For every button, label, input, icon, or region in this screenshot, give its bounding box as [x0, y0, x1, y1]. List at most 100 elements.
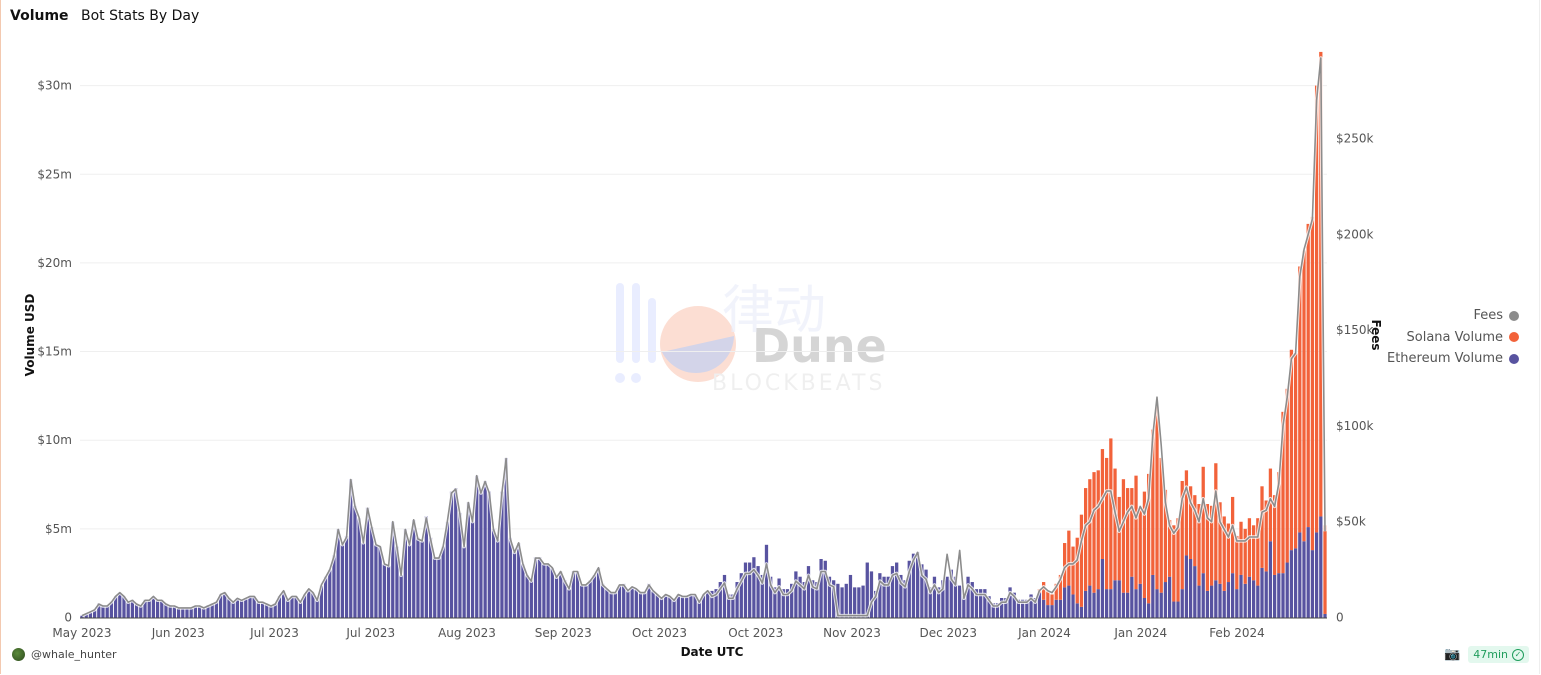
ethereum-volume-bar	[118, 592, 122, 618]
author-link[interactable]: @whale_hunter	[12, 648, 117, 661]
ethereum-volume-bar	[701, 594, 706, 618]
ethereum-volume-bar	[470, 521, 475, 618]
solana-volume-bar	[1218, 502, 1222, 584]
ethereum-volume-bar	[445, 521, 449, 618]
ethereum-volume-bar	[433, 557, 437, 618]
ethereum-volume-bar	[302, 594, 307, 618]
ethereum-volume-bar	[147, 599, 151, 618]
ethereum-volume-bar	[1285, 562, 1289, 618]
ethereum-volume-bar	[1188, 558, 1193, 618]
ethereum-volume-bar	[386, 566, 391, 618]
ethereum-volume-bar	[323, 576, 328, 618]
ethereum-volume-bar	[974, 589, 979, 618]
ethereum-volume-bar	[428, 537, 433, 618]
ethereum-volume-bar	[88, 612, 93, 618]
ethereum-volume-bar	[1037, 592, 1042, 618]
ethereum-volume-bar	[777, 578, 781, 618]
ethereum-volume-bar	[1134, 589, 1138, 618]
ethereum-volume-bar	[475, 475, 479, 618]
ethereum-volume-bar	[819, 558, 823, 618]
ethereum-volume-bar	[1033, 597, 1037, 618]
ethereum-volume-bar	[521, 564, 525, 618]
ethereum-volume-bar	[676, 594, 680, 618]
ethereum-volume-bar	[1172, 601, 1176, 618]
ethereum-volume-bar	[823, 560, 827, 618]
ethereum-volume-bar	[290, 596, 294, 618]
ethereum-volume-bar	[1260, 567, 1264, 618]
solana-volume-bar	[1272, 495, 1277, 575]
ethereum-volume-bar	[424, 516, 428, 618]
legend-item-solana[interactable]: Solana Volume	[1387, 327, 1519, 349]
x-tick-label: Oct 2023	[632, 626, 687, 640]
ethereum-volume-bar	[80, 615, 84, 618]
ethereum-volume-bar	[1193, 566, 1197, 618]
x-tick-label: Jan 2024	[1017, 626, 1071, 640]
ethereum-volume-bar	[311, 592, 315, 618]
legend-item-ethereum[interactable]: Ethereum Volume	[1387, 348, 1519, 370]
ethereum-volume-bar	[1247, 576, 1252, 618]
ethereum-volume-bar	[664, 594, 668, 618]
solana-volume-bar	[1096, 470, 1100, 590]
solana-volume-bar	[1084, 488, 1088, 591]
ethereum-volume-bar	[399, 574, 403, 618]
solana-volume-bar	[1205, 504, 1210, 591]
x-tick-label: Feb 2024	[1209, 626, 1265, 640]
ethereum-volume-bar	[126, 601, 130, 618]
solana-volume-bar	[1256, 518, 1260, 586]
ethereum-volume-bar	[1092, 592, 1096, 618]
solana-volume-bar	[1079, 514, 1084, 607]
ethereum-volume-bar	[622, 583, 626, 618]
solana-volume-bar	[1319, 51, 1323, 517]
solana-volume-bar	[1130, 488, 1134, 577]
ethereum-volume-bar	[970, 582, 974, 618]
ethereum-volume-bar	[223, 592, 227, 618]
solana-volume-bar	[1260, 486, 1264, 568]
solana-volume-bar	[1197, 504, 1201, 586]
solana-volume-bar	[1046, 590, 1050, 606]
ethereum-volume-bar	[811, 580, 815, 618]
ethereum-volume-bar	[874, 590, 878, 618]
ethereum-volume-bar	[130, 599, 135, 618]
ethereum-volume-bar	[714, 589, 718, 618]
check-circle-icon: ✓	[1512, 648, 1524, 661]
ethereum-volume-bar	[1117, 580, 1121, 618]
refresh-badge[interactable]: 47min ✓	[1468, 646, 1529, 663]
x-axis-title: Date UTC	[681, 645, 744, 659]
chart-title: Bot Stats By Day	[81, 8, 200, 24]
ethereum-volume-bar	[1075, 603, 1079, 618]
ethereum-volume-bar	[790, 583, 794, 618]
fees-line-group	[81, 56, 1327, 618]
ethereum-volume-bar	[1054, 599, 1058, 618]
solana-volume-bar	[1264, 500, 1268, 572]
ethereum-volume-bar	[605, 589, 609, 618]
solana-volume-bar	[1298, 266, 1302, 533]
camera-icon[interactable]: 📷	[1444, 647, 1461, 662]
y-tick-label: $5m	[45, 522, 72, 536]
ethereum-volume-bar	[613, 592, 617, 618]
ethereum-volume-bar	[1251, 580, 1256, 618]
y2-tick-label: $150k	[1336, 323, 1374, 337]
ethereum-volume-bar	[983, 589, 987, 618]
tab-volume[interactable]: Volume	[10, 8, 69, 24]
ethereum-volume-bar	[332, 555, 336, 618]
ethereum-volume-bar	[168, 605, 172, 618]
ethereum-volume-bar	[1096, 589, 1100, 618]
y-tick-label: 0	[64, 611, 72, 625]
ethereum-volume-bar	[1042, 599, 1046, 618]
ethereum-volume-bar	[508, 537, 512, 618]
ethereum-volume-bar	[953, 576, 958, 618]
solana-volume-bar	[1289, 349, 1294, 551]
ethereum-volume-bar	[626, 590, 630, 618]
ethereum-volume-bar	[617, 585, 622, 618]
ethereum-volume-bar	[727, 594, 731, 618]
ethereum-volume-bar	[1063, 587, 1067, 618]
ethereum-volume-bar	[1008, 587, 1012, 618]
ethereum-volume-bar	[563, 580, 567, 618]
ethereum-volume-bar	[773, 587, 777, 618]
legend-item-fees[interactable]: Fees	[1387, 305, 1519, 327]
ethereum-volume-bar	[802, 582, 806, 618]
ethereum-volume-bar	[643, 592, 647, 618]
solana-volume-bar	[1113, 468, 1117, 581]
solana-volume-bar	[1125, 488, 1130, 593]
